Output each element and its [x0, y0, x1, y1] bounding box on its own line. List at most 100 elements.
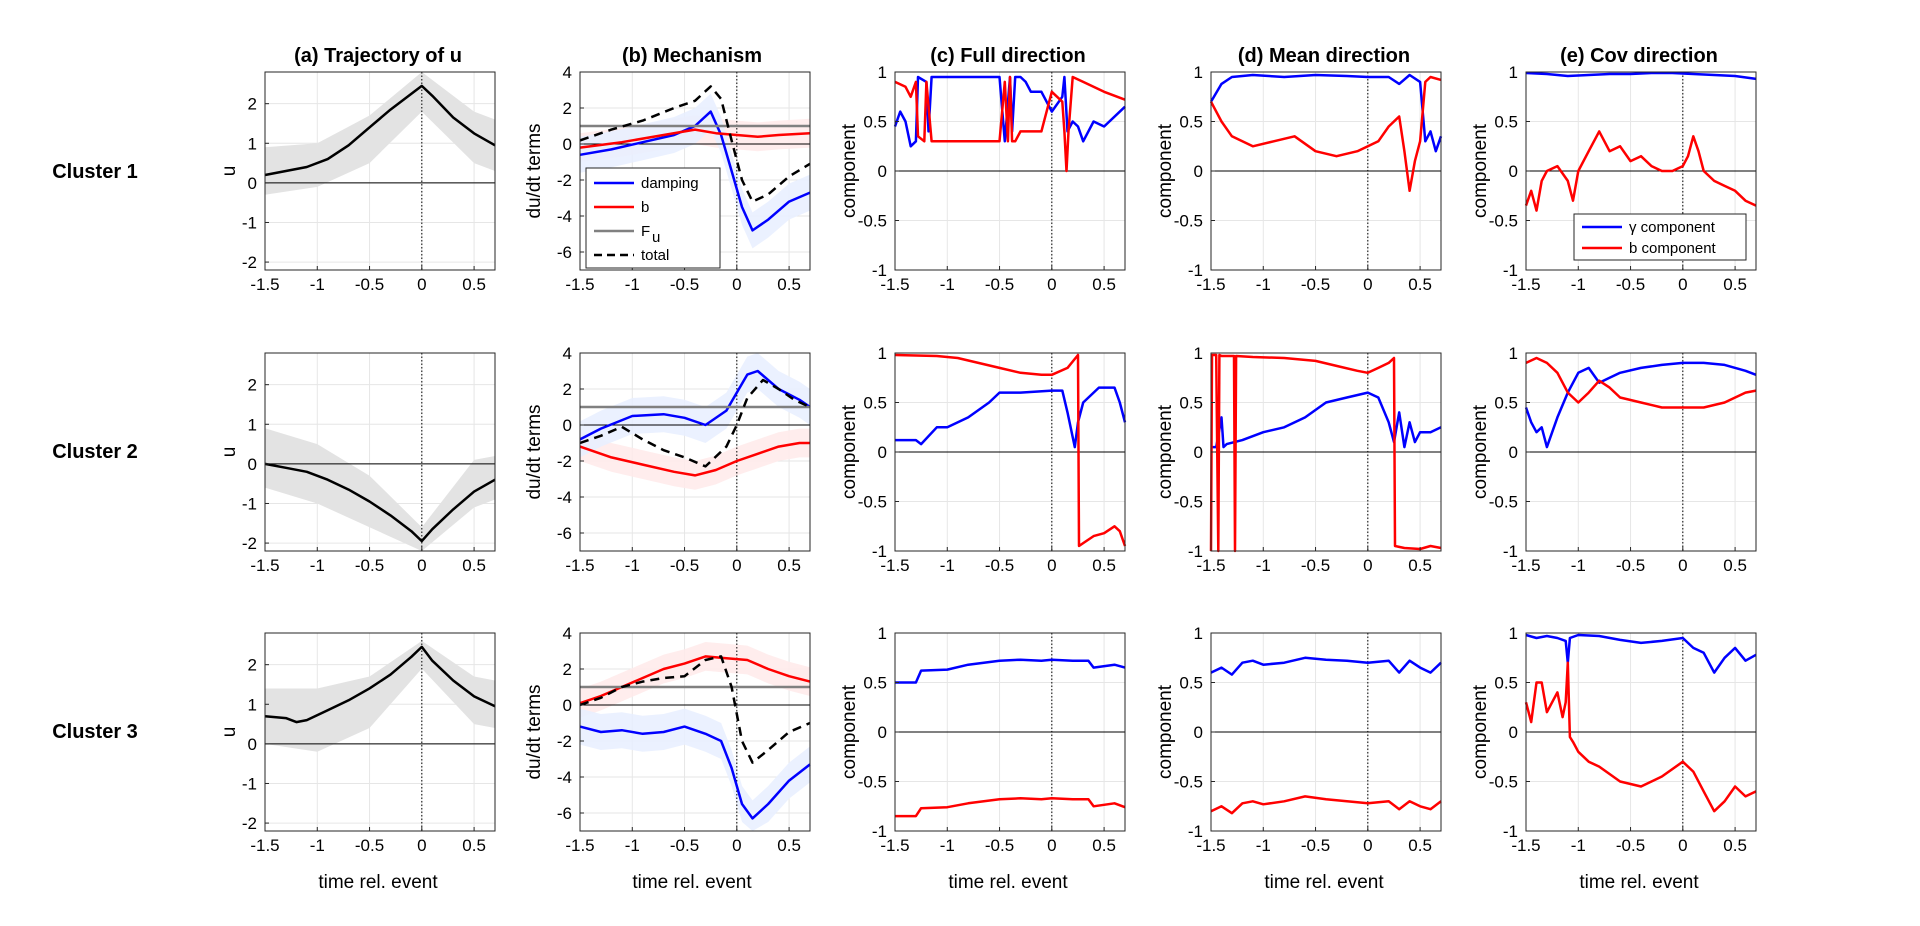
title-col-b: (b) Mechanism [622, 45, 762, 67]
series-bcomponent-line [1524, 130, 1757, 212]
xlabel-col-e: time rel. event [1579, 872, 1699, 893]
y-tick-label: 1 [1194, 344, 1203, 363]
series-damping-line [579, 725, 811, 820]
y-tick-label: -0.5 [1489, 493, 1518, 512]
y-tick-label: -4 [557, 768, 572, 787]
x-tick-label: -1 [940, 556, 955, 575]
x-tick-label: -0.5 [1301, 836, 1330, 855]
series-line [1525, 633, 1757, 674]
y-tick-label: 0 [248, 174, 257, 193]
x-tick-label: -1.5 [1196, 275, 1225, 294]
y-tick-label: -2 [557, 171, 572, 190]
y-tick-label: 0.5 [1179, 674, 1203, 693]
x-tick-label: -1.5 [1511, 836, 1540, 855]
x-tick-label: -0.5 [985, 556, 1014, 575]
x-tick-label: -0.5 [1301, 556, 1330, 575]
legend-label: b component [1629, 240, 1717, 257]
x-tick-label: -0.5 [985, 275, 1014, 294]
y-tick-label: 2 [248, 376, 257, 395]
y-tick-label: 0 [878, 443, 887, 462]
y-tick-label: -1 [872, 542, 887, 561]
x-tick-label: 0 [732, 836, 741, 855]
y-tick-label: -2 [242, 814, 257, 833]
x-tick-label: -1 [1571, 556, 1586, 575]
row-label-cluster-3: Cluster 3 [52, 721, 138, 743]
x-tick-label: 0 [1047, 836, 1056, 855]
x-tick-label: -1.5 [565, 556, 594, 575]
y-axis-label: component [1470, 404, 1491, 499]
legend-box [1573, 213, 1747, 261]
x-tick-label: 0 [1678, 275, 1687, 294]
legend-label: damping [641, 175, 699, 192]
y-tick-label: -6 [557, 524, 572, 543]
x-tick-label: 0 [417, 275, 426, 294]
x-tick-label: 0.5 [1092, 556, 1116, 575]
uncertainty-band [580, 708, 810, 831]
y-tick-label: 0 [563, 416, 572, 435]
y-axis-label: u [219, 166, 240, 177]
series-line [895, 797, 1126, 818]
x-tick-label: -0.5 [670, 836, 699, 855]
y-axis-label: component [1470, 684, 1491, 779]
y-tick-label: 1 [248, 415, 257, 434]
x-tick-label: 0.5 [462, 836, 486, 855]
x-tick-label: -0.5 [1301, 275, 1330, 294]
x-tick-label: -1 [625, 275, 640, 294]
series-line [895, 386, 1127, 449]
y-axis-label: du/dt terms [524, 123, 545, 218]
y-axis-label: component [1470, 123, 1491, 218]
series-line [1209, 73, 1443, 153]
x-tick-label: -1.5 [250, 275, 279, 294]
y-tick-label: 2 [563, 660, 572, 679]
x-tick-label: -0.5 [355, 836, 384, 855]
y-axis-label: component [1155, 684, 1176, 779]
title-col-c: (c) Full direction [930, 45, 1086, 67]
axes-frame [264, 352, 496, 552]
x-tick-label: -1.5 [1511, 275, 1540, 294]
y-tick-label: -1 [1503, 822, 1518, 841]
y-axis-label: component [839, 404, 860, 499]
x-tick-label: -1.5 [1511, 556, 1540, 575]
x-tick-label: -1.5 [1196, 836, 1225, 855]
x-tick-label: -1 [310, 836, 325, 855]
series-line [1210, 656, 1442, 676]
y-tick-label: 0 [1509, 443, 1518, 462]
x-tick-label: 0 [1047, 275, 1056, 294]
y-tick-label: 4 [563, 624, 572, 643]
panel-b2: -1.5 -1 -0.5 0 0.5 -6 -4 -2 0 2 4 du/dt terms [524, 344, 811, 575]
y-tick-label: -1 [242, 213, 257, 232]
y-tick-label: 1 [248, 695, 257, 714]
series-b-line [579, 655, 811, 705]
series-component-line [1525, 71, 1757, 81]
y-tick-label: -1 [1503, 542, 1518, 561]
x-tick-label: -1 [940, 275, 955, 294]
title-col-a: (a) Trajectory of u [294, 45, 462, 67]
series-line [1211, 391, 1442, 449]
y-tick-label: 1 [878, 344, 887, 363]
y-tick-label: 2 [563, 380, 572, 399]
title-col-e: (e) Cov direction [1560, 45, 1718, 67]
y-tick-label: 1 [1509, 63, 1518, 82]
y-tick-label: 0.5 [1494, 394, 1518, 413]
x-tick-label: -1 [1256, 556, 1271, 575]
x-tick-label: -0.5 [1616, 275, 1645, 294]
y-axis-label: component [839, 123, 860, 218]
y-tick-label: 4 [563, 344, 572, 363]
y-tick-label: -1 [1188, 542, 1203, 561]
panel-a3: -1.5 -1 -0.5 0 0.5 -2 -1 0 1 2 u [219, 632, 496, 855]
y-tick-label: 1 [1509, 624, 1518, 643]
x-tick-label: 0 [1678, 556, 1687, 575]
x-tick-label: -1.5 [880, 556, 909, 575]
x-tick-label: 0.5 [1723, 275, 1747, 294]
x-tick-label: 0.5 [462, 275, 486, 294]
series-line [895, 658, 1126, 684]
y-tick-label: 0.5 [1494, 674, 1518, 693]
y-tick-label: 0.5 [1494, 113, 1518, 132]
x-tick-label: -0.5 [355, 275, 384, 294]
uncertainty-band [580, 93, 810, 249]
x-tick-label: 0.5 [1723, 556, 1747, 575]
x-tick-label: 0.5 [1092, 836, 1116, 855]
